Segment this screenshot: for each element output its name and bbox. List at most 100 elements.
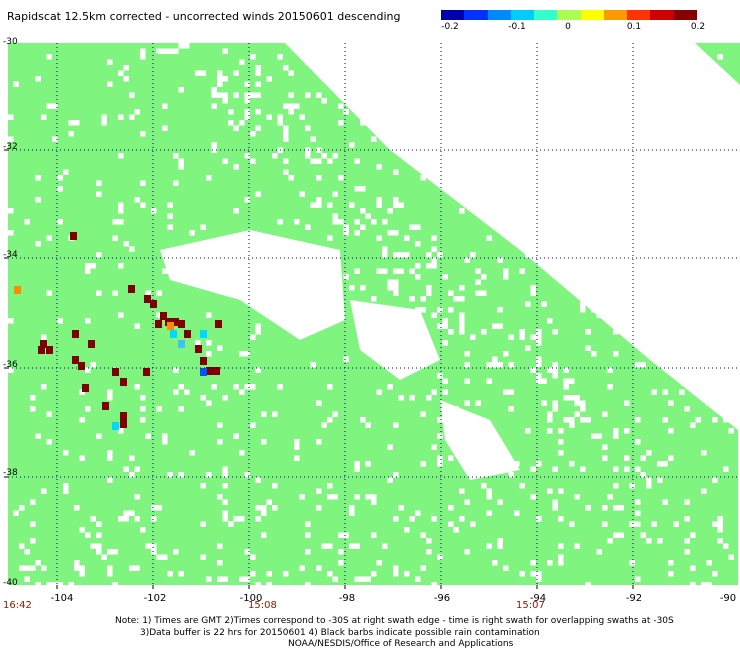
missing-cell	[118, 114, 124, 120]
missing-cell	[657, 477, 663, 483]
missing-cell	[558, 59, 564, 65]
missing-cell	[217, 576, 223, 582]
missing-cell	[277, 54, 283, 60]
missing-cell	[167, 224, 173, 230]
missing-cell	[563, 384, 569, 390]
missing-cell	[211, 103, 217, 109]
missing-cell	[591, 235, 597, 241]
missing-cell	[365, 213, 371, 219]
missing-cell	[657, 164, 663, 170]
missing-cell	[420, 153, 426, 159]
missing-cell	[239, 576, 245, 582]
missing-cell	[354, 576, 360, 582]
missing-cell	[41, 384, 47, 390]
missing-cell	[558, 560, 564, 566]
missing-cell	[244, 114, 250, 120]
missing-cell	[140, 180, 146, 186]
missing-cell	[112, 549, 118, 555]
missing-cell	[635, 466, 641, 472]
difference-cell	[167, 322, 174, 330]
missing-cell	[431, 235, 437, 241]
missing-cell	[442, 274, 448, 280]
missing-cell	[563, 367, 569, 373]
missing-cell	[167, 472, 173, 478]
missing-cell	[222, 92, 228, 98]
missing-cell	[123, 516, 129, 522]
missing-cell	[217, 70, 223, 76]
colorbar-segment	[603, 10, 628, 20]
missing-cell	[558, 488, 564, 494]
missing-cell	[492, 147, 498, 153]
missing-cell	[338, 560, 344, 566]
missing-cell	[310, 158, 316, 164]
missing-cell	[437, 87, 443, 93]
lat-label: -40	[3, 578, 18, 588]
missing-cell	[178, 43, 184, 49]
missing-cell	[178, 571, 184, 577]
missing-cell	[338, 532, 344, 538]
missing-cell	[486, 494, 492, 500]
missing-cell	[162, 433, 168, 439]
missing-cell	[624, 400, 630, 406]
missing-cell	[651, 318, 657, 324]
missing-cell	[316, 147, 322, 153]
lat-label: -34	[3, 250, 18, 260]
missing-cell	[459, 208, 465, 214]
missing-cell	[596, 312, 602, 318]
missing-cell	[437, 307, 443, 313]
missing-cell	[244, 153, 250, 159]
missing-cell	[596, 433, 602, 439]
missing-cell	[112, 582, 118, 588]
difference-cell	[112, 422, 119, 430]
missing-cell	[134, 197, 140, 203]
missing-cell	[657, 285, 663, 291]
missing-cell	[574, 400, 580, 406]
missing-cell	[569, 422, 575, 428]
missing-cell	[591, 307, 597, 313]
missing-cell	[684, 257, 690, 263]
missing-cell	[250, 384, 256, 390]
missing-cell	[519, 334, 525, 340]
missing-cell	[574, 395, 580, 401]
missing-cell	[415, 76, 421, 82]
missing-cell	[431, 246, 437, 252]
missing-cell	[129, 114, 135, 120]
missing-cell	[723, 125, 729, 131]
missing-cell	[668, 560, 674, 566]
colorbar-segment	[673, 10, 697, 20]
missing-cell	[547, 560, 553, 566]
missing-cell	[90, 516, 96, 522]
missing-cell	[233, 125, 239, 131]
missing-cell	[662, 230, 668, 236]
missing-cell	[85, 367, 91, 373]
missing-cell	[354, 494, 360, 500]
missing-cell	[459, 516, 465, 522]
colorbar-segment	[441, 10, 465, 20]
missing-cell	[613, 532, 619, 538]
missing-cell	[426, 538, 432, 544]
missing-cell	[442, 340, 448, 346]
missing-cell	[107, 450, 113, 456]
missing-cell	[558, 554, 564, 560]
missing-cell	[530, 367, 536, 373]
missing-cell	[481, 483, 487, 489]
missing-cell	[420, 565, 426, 571]
missing-cell	[404, 252, 410, 258]
missing-cell	[717, 224, 723, 230]
missing-cell	[283, 125, 289, 131]
missing-cell	[695, 153, 701, 159]
missing-cell	[156, 312, 162, 318]
missing-cell	[327, 202, 333, 208]
missing-cell	[162, 125, 168, 131]
missing-cell	[134, 494, 140, 500]
missing-cell	[442, 323, 448, 329]
missing-cell	[46, 439, 52, 445]
missing-cell	[85, 406, 91, 412]
missing-cell	[706, 109, 712, 115]
missing-cell	[426, 549, 432, 555]
difference-cell	[178, 320, 185, 328]
missing-cell	[470, 334, 476, 340]
missing-cell	[646, 538, 652, 544]
missing-cell	[464, 257, 470, 263]
missing-cell	[547, 411, 553, 417]
